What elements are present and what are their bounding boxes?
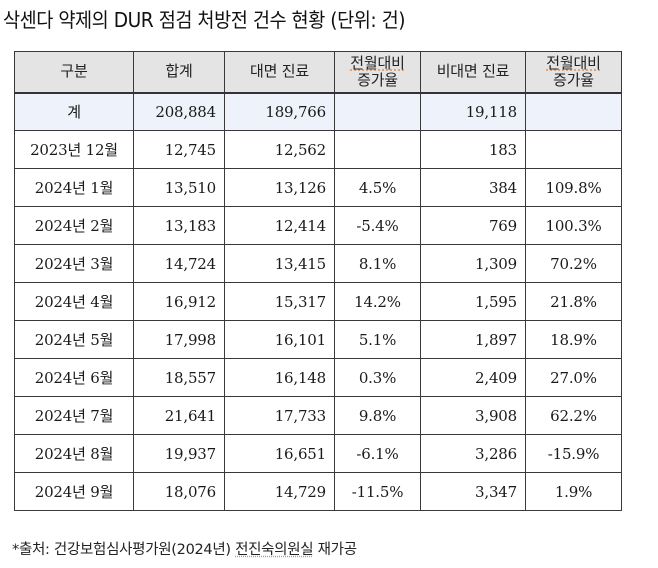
row-remote: 1,309 <box>420 244 526 283</box>
footnote-office: 전진숙의원실 <box>235 542 314 558</box>
header-in-person: 대면 진료 <box>224 51 335 93</box>
table-row: 2024년 7월 21,641 17,733 9.8% 3,908 62.2% <box>14 396 622 435</box>
row-label: 2024년 9월 <box>14 472 134 511</box>
row-remote: 2,409 <box>420 358 526 397</box>
row-remote: 183 <box>420 130 526 169</box>
row-remote-mom <box>525 130 622 169</box>
table-row: 2024년 1월 13,510 13,126 4.5% 384 109.8% <box>14 168 622 207</box>
table-row: 2023년 12월 12,745 12,562 183 <box>14 130 622 169</box>
row-remote: 3,286 <box>420 434 526 473</box>
table-row: 2024년 9월 18,076 14,729 -11.5% 3,347 1.9% <box>14 472 622 511</box>
header-remote-mom: 전월대비 증가율 <box>525 51 622 93</box>
row-in-person-mom: 14.2% <box>334 282 421 321</box>
row-label: 2024년 1월 <box>14 168 134 207</box>
header-in-person-mom: 전월대비 증가율 <box>334 51 421 93</box>
row-remote: 3,908 <box>420 396 526 435</box>
header-total: 합계 <box>133 51 225 93</box>
header-remote-mom-line1: 전월대비 <box>546 53 601 72</box>
row-remote-mom: 109.8% <box>525 168 622 207</box>
row-label: 2024년 5월 <box>14 320 134 359</box>
header-remote: 비대면 진료 <box>420 51 526 93</box>
row-in-person-mom <box>334 130 421 169</box>
row-total: 14,724 <box>133 244 225 283</box>
footnote-prefix: *출처: 건강보험심사평가원(2024년) <box>12 542 236 558</box>
row-remote: 769 <box>420 206 526 245</box>
table-row: 2024년 6월 18,557 16,148 0.3% 2,409 27.0% <box>14 358 622 397</box>
row-in-person: 189,766 <box>224 92 335 131</box>
row-remote-mom: 21.8% <box>525 282 622 321</box>
row-label: 2024년 6월 <box>14 358 134 397</box>
row-remote: 384 <box>420 168 526 207</box>
row-label: 2024년 3월 <box>14 244 134 283</box>
row-total: 21,641 <box>133 396 225 435</box>
row-in-person-mom: 8.1% <box>334 244 421 283</box>
row-total: 19,937 <box>133 434 225 473</box>
row-in-person-mom: 5.1% <box>334 320 421 359</box>
row-remote-mom: 27.0% <box>525 358 622 397</box>
row-label: 계 <box>14 92 134 131</box>
table-row: 2024년 3월 14,724 13,415 8.1% 1,309 70.2% <box>14 244 622 283</box>
row-in-person: 12,414 <box>224 206 335 245</box>
row-label: 2024년 7월 <box>14 396 134 435</box>
row-in-person: 14,729 <box>224 472 335 511</box>
table-row: 2024년 8월 19,937 16,651 -6.1% 3,286 -15.9… <box>14 434 622 473</box>
table-row: 2024년 2월 13,183 12,414 -5.4% 769 100.3% <box>14 206 622 245</box>
row-in-person: 16,101 <box>224 320 335 359</box>
header-category: 구분 <box>14 51 134 93</box>
row-label: 2023년 12월 <box>14 130 134 169</box>
row-in-person: 15,317 <box>224 282 335 321</box>
header-row: 구분 합계 대면 진료 전월대비 증가율 비대면 진료 전월대비 증가율 <box>14 51 622 93</box>
row-total: 13,510 <box>133 168 225 207</box>
footnote-suffix: 재가공 <box>313 542 357 558</box>
row-total: 17,998 <box>133 320 225 359</box>
row-in-person-mom: -11.5% <box>334 472 421 511</box>
table-row: 2024년 5월 17,998 16,101 5.1% 1,897 18.9% <box>14 320 622 359</box>
row-total: 18,557 <box>133 358 225 397</box>
header-in-person-mom-line2: 증가율 <box>357 70 398 89</box>
row-remote: 19,118 <box>420 92 526 131</box>
row-in-person: 13,415 <box>224 244 335 283</box>
row-total: 12,745 <box>133 130 225 169</box>
row-in-person-mom: 4.5% <box>334 168 421 207</box>
table-row: 2024년 4월 16,912 15,317 14.2% 1,595 21.8% <box>14 282 622 321</box>
row-in-person-mom <box>334 92 421 131</box>
row-in-person-mom: -6.1% <box>334 434 421 473</box>
row-remote: 1,595 <box>420 282 526 321</box>
row-remote-mom <box>525 92 622 131</box>
row-remote: 3,347 <box>420 472 526 511</box>
row-total: 208,884 <box>133 92 225 131</box>
row-in-person-mom: -5.4% <box>334 206 421 245</box>
row-in-person: 13,126 <box>224 168 335 207</box>
row-in-person-mom: 9.8% <box>334 396 421 435</box>
row-remote-mom: 1.9% <box>525 472 622 511</box>
row-remote-mom: 62.2% <box>525 396 622 435</box>
row-in-person: 16,148 <box>224 358 335 397</box>
row-in-person: 16,651 <box>224 434 335 473</box>
row-remote-mom: 100.3% <box>525 206 622 245</box>
row-remote-mom: 18.9% <box>525 320 622 359</box>
row-remote-mom: 70.2% <box>525 244 622 283</box>
row-in-person: 12,562 <box>224 130 335 169</box>
row-remote: 1,897 <box>420 320 526 359</box>
row-total: 16,912 <box>133 282 225 321</box>
row-total: 13,183 <box>133 206 225 245</box>
row-remote-mom: -15.9% <box>525 434 622 473</box>
table-title: 삭센다 약제의 DUR 점검 처방전 건수 현황 (단위: 건) <box>3 8 406 32</box>
header-in-person-mom-line1: 전월대비 <box>350 53 405 72</box>
source-footnote: *출처: 건강보험심사평가원(2024년) 전진숙의원실 재가공 <box>12 538 357 559</box>
row-in-person-mom: 0.3% <box>334 358 421 397</box>
row-total: 18,076 <box>133 472 225 511</box>
header-remote-mom-line2: 증가율 <box>553 70 594 89</box>
row-label: 2024년 4월 <box>14 282 134 321</box>
row-label: 2024년 2월 <box>14 206 134 245</box>
row-label: 2024년 8월 <box>14 434 134 473</box>
row-in-person: 17,733 <box>224 396 335 435</box>
dur-prescription-table: 구분 합계 대면 진료 전월대비 증가율 비대면 진료 전월대비 증가율 계 2… <box>14 51 622 511</box>
table-row-total: 계 208,884 189,766 19,118 <box>14 92 622 131</box>
